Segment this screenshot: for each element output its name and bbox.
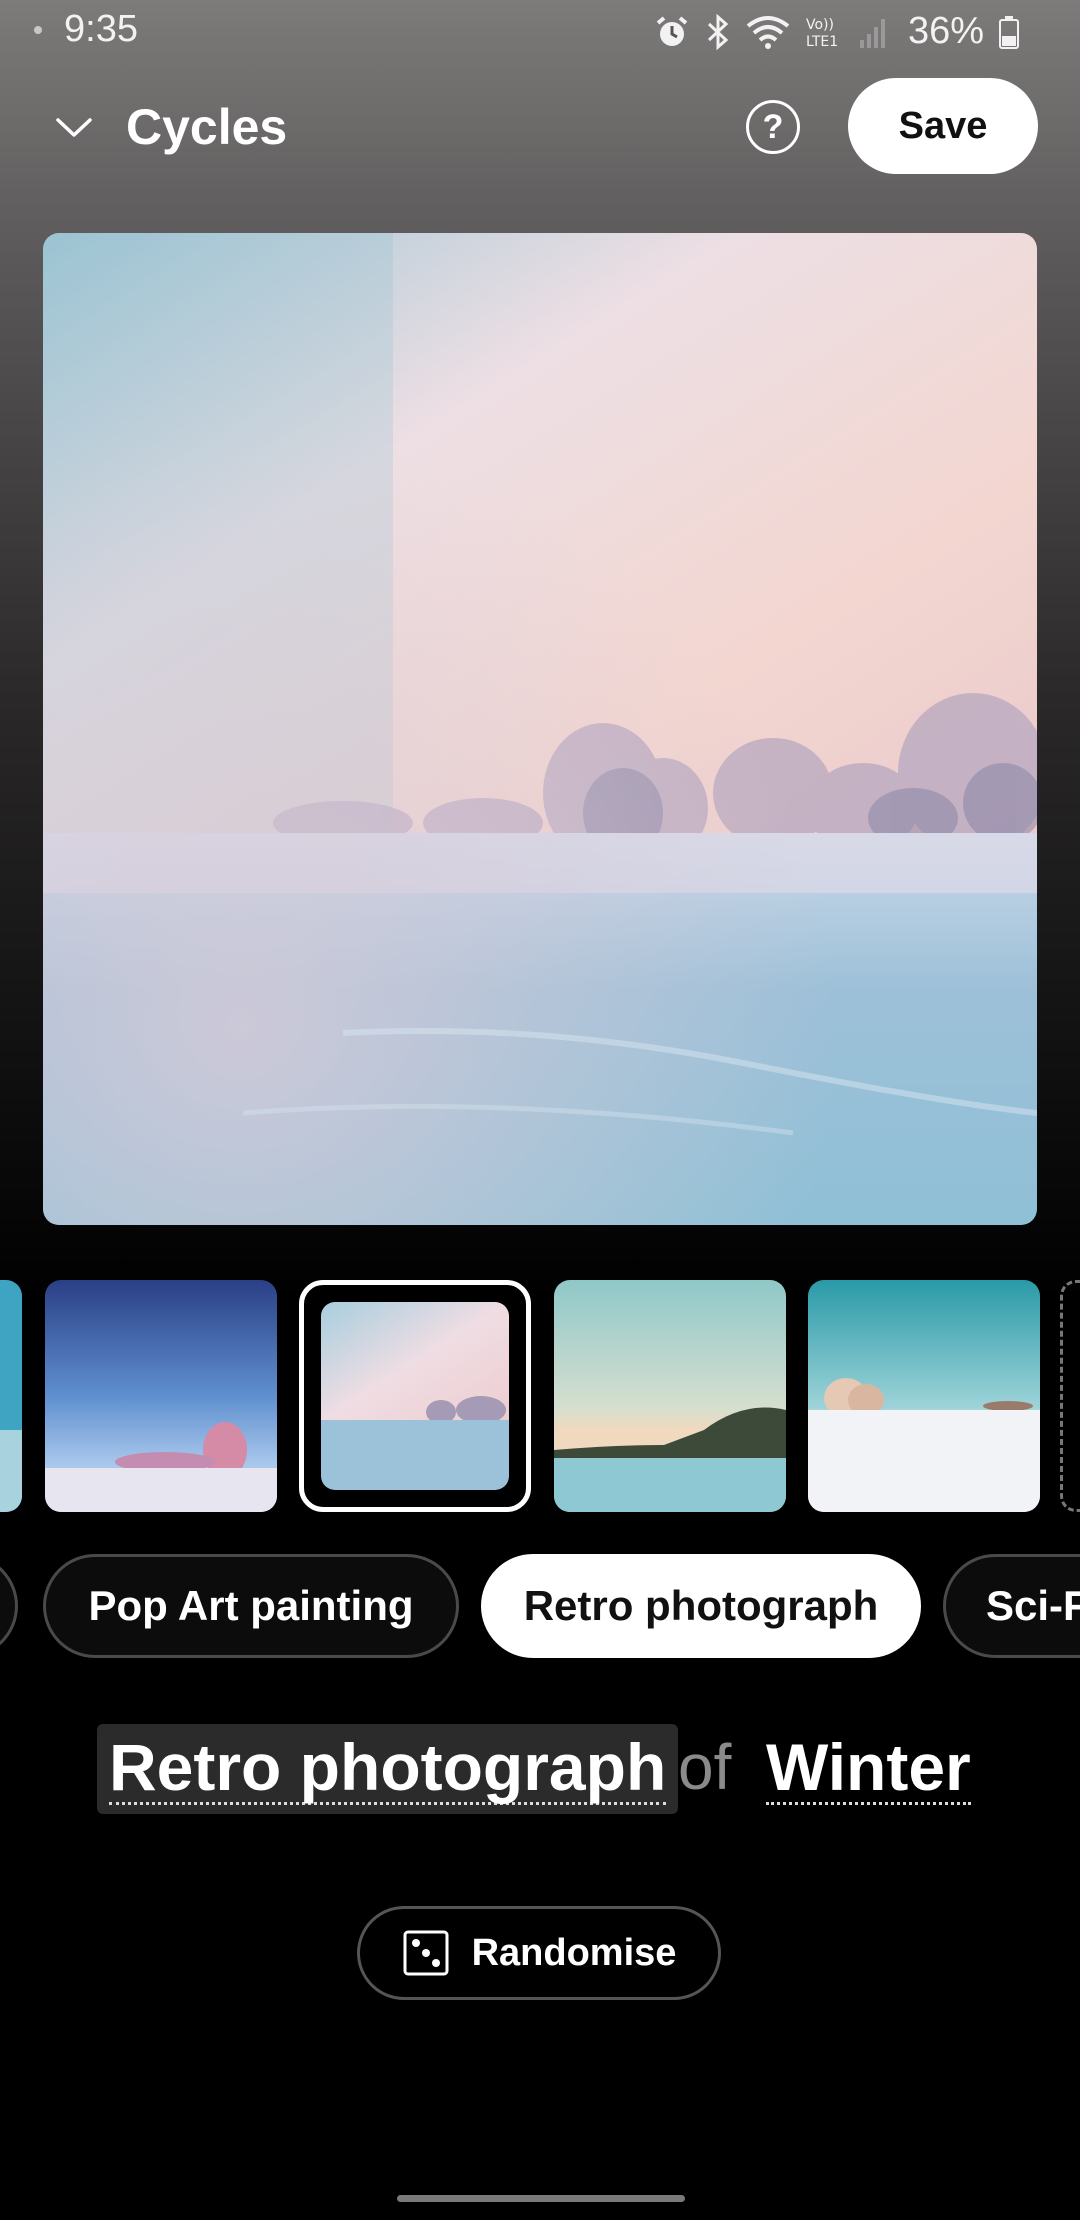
thumbnail[interactable] — [45, 1280, 277, 1512]
battery-icon — [999, 15, 1019, 49]
thumbnail[interactable] — [808, 1280, 1040, 1512]
style-chip-partial[interactable] — [0, 1554, 18, 1658]
home-indicator[interactable] — [397, 2195, 685, 2202]
dice-icon — [403, 1930, 449, 1976]
style-chip-sci-fi[interactable]: Sci-F — [943, 1554, 1080, 1658]
thumbnail-selected[interactable] — [299, 1280, 531, 1512]
prompt-subject-text: Winter — [766, 1729, 971, 1806]
style-chip-retro-photograph[interactable]: Retro photograph — [481, 1554, 921, 1658]
wifi-icon — [746, 15, 790, 49]
thumbnail[interactable] — [554, 1280, 786, 1512]
volte-lte-icon: Vo)) LTE1 — [806, 17, 838, 50]
randomise-label: Randomise — [471, 1931, 677, 1974]
style-chip-pop-art[interactable]: Pop Art painting — [43, 1554, 459, 1658]
thumbnail-strip — [0, 1278, 1080, 1512]
wallpaper-preview[interactable] — [43, 233, 1037, 1225]
prompt-subject-selector[interactable]: Winter — [766, 1724, 971, 1814]
style-chips: Pop Art painting Retro photograph Sci-F — [0, 1554, 1080, 1660]
status-bar: 9:35 Vo)) LTE1 36% — [0, 0, 1080, 66]
alarm-icon — [656, 15, 688, 46]
save-button[interactable]: Save — [848, 78, 1038, 174]
svg-text:LTE1: LTE1 — [806, 34, 838, 50]
svg-text:Vo)): Vo)) — [806, 17, 834, 33]
battery-percent: 36% — [907, 10, 984, 52]
signal-icon — [859, 18, 885, 48]
bluetooth-icon — [707, 13, 729, 50]
chevron-down-icon — [56, 118, 92, 137]
preview-image — [43, 233, 1037, 1225]
prompt-style-text: Retro photograph — [109, 1729, 667, 1806]
thumbnail[interactable] — [0, 1280, 22, 1512]
page-title: Cycles — [126, 99, 288, 155]
thumbnail-placeholder[interactable] — [1060, 1280, 1080, 1512]
randomise-button[interactable]: Randomise — [357, 1906, 721, 2000]
notification-dot — [34, 26, 42, 34]
collapse-button[interactable] — [44, 98, 104, 158]
help-button[interactable]: ? — [746, 100, 800, 154]
status-icons: Vo)) LTE1 36% — [654, 10, 1020, 53]
prompt: Retro photograph of Winter — [0, 1724, 1080, 1814]
status-time: 9:35 — [64, 8, 138, 50]
prompt-style-selector[interactable]: Retro photograph — [97, 1724, 679, 1814]
prompt-connector: of — [678, 1731, 732, 1803]
header: Cycles ? Save — [0, 70, 1080, 186]
